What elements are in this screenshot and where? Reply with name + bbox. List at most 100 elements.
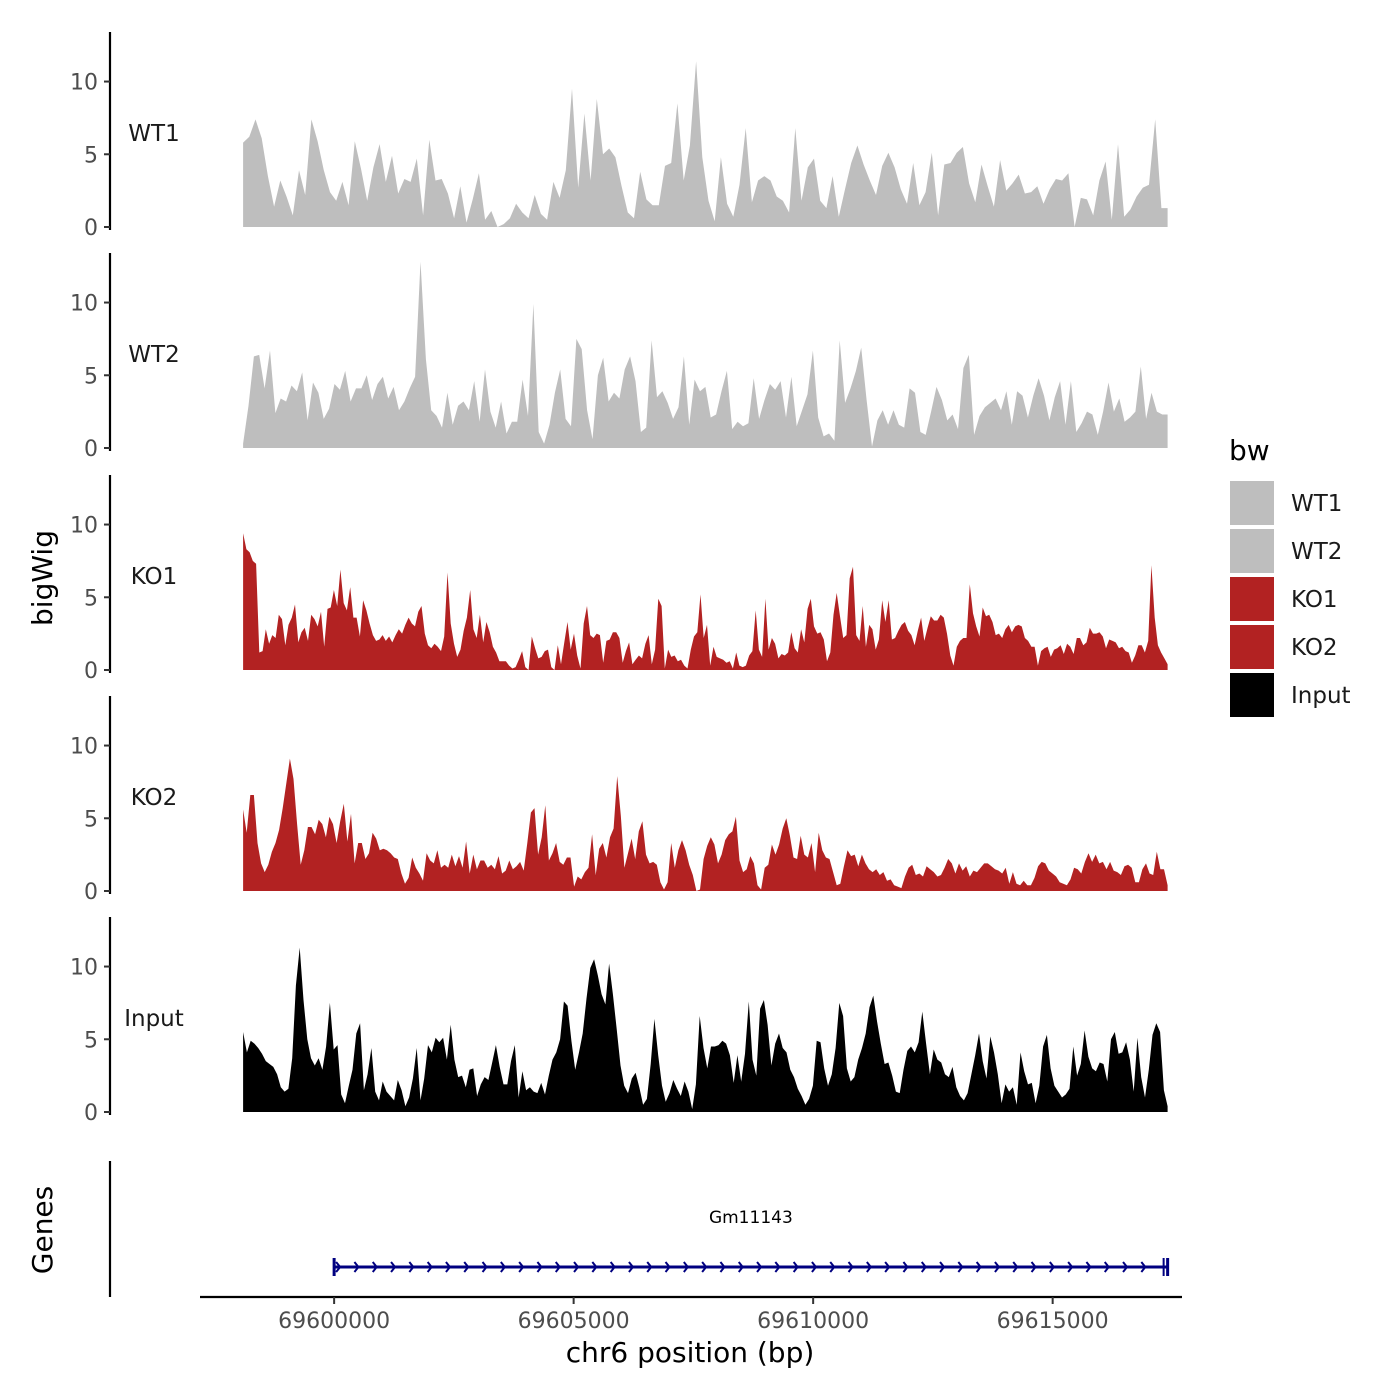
strand-arrow bbox=[1067, 1261, 1074, 1273]
strand-arrow bbox=[609, 1261, 616, 1273]
strand-arrow bbox=[994, 1261, 1001, 1273]
strand-arrow bbox=[335, 1261, 342, 1273]
legend-label-wt2: WT2 bbox=[1291, 539, 1342, 565]
strand-arrow bbox=[408, 1261, 415, 1273]
strand-arrow bbox=[683, 1261, 690, 1273]
x-tick-label: 69610000 bbox=[757, 1309, 869, 1334]
strand-arrow bbox=[1122, 1261, 1129, 1273]
legend-swatch-ko2 bbox=[1230, 625, 1274, 669]
y-tick-label: 0 bbox=[84, 216, 98, 241]
tracks-layer: 0 5 10 WT1 0 5 10 WT2 0 5 10 KO1 0 5 10 KO2 0 5 10 Input bbox=[70, 32, 1168, 1126]
genes-axis-title: Genes bbox=[26, 1186, 59, 1274]
legend-swatch-wt1 bbox=[1230, 481, 1274, 525]
track-label-ko2: KO2 bbox=[131, 785, 178, 811]
x-tick-label: 69605000 bbox=[518, 1309, 630, 1334]
track-label-wt1: WT1 bbox=[128, 121, 179, 147]
y-tick-label: 5 bbox=[84, 364, 98, 389]
legend-swatch-input bbox=[1230, 673, 1274, 717]
strand-arrow bbox=[390, 1261, 397, 1273]
strand-arrow bbox=[371, 1261, 379, 1273]
coverage-area-wt1 bbox=[243, 61, 1168, 228]
strand-arrow bbox=[701, 1261, 708, 1273]
strand-arrow bbox=[737, 1261, 745, 1273]
strand-arrow bbox=[664, 1261, 671, 1273]
strand-arrow bbox=[792, 1261, 799, 1273]
x-axis-title: chr6 position (bp) bbox=[566, 1336, 815, 1369]
legend-label-wt1: WT1 bbox=[1291, 491, 1342, 517]
strand-arrow bbox=[866, 1261, 873, 1273]
strand-arrow bbox=[1140, 1261, 1147, 1273]
strand-arrow bbox=[957, 1261, 964, 1273]
strand-arrow bbox=[536, 1261, 543, 1273]
legend-label-input: Input bbox=[1291, 683, 1351, 709]
strand-arrow bbox=[884, 1261, 891, 1273]
legend: bw WT1 WT2 KO1 KO2 Input bbox=[1229, 434, 1351, 717]
track-input: 0 5 10 Input bbox=[70, 917, 1168, 1126]
strand-arrow bbox=[774, 1261, 781, 1273]
y-tick-label: 5 bbox=[84, 143, 98, 168]
track-label-ko1: KO1 bbox=[131, 564, 178, 590]
legend-label-ko1: KO1 bbox=[1291, 587, 1338, 613]
legend-swatch-ko1 bbox=[1230, 577, 1274, 621]
strand-arrow bbox=[975, 1261, 982, 1273]
strand-arrow bbox=[829, 1261, 836, 1273]
strand-arrow bbox=[1103, 1261, 1111, 1273]
strand-arrow bbox=[719, 1261, 726, 1273]
strand-arrow bbox=[573, 1261, 580, 1273]
x-tick-label: 69615000 bbox=[997, 1309, 1109, 1334]
strand-arrow bbox=[445, 1261, 452, 1273]
y-tick-label: 0 bbox=[84, 880, 98, 905]
strand-arrow bbox=[1049, 1261, 1056, 1273]
genes-panel: Gm11143 bbox=[108, 1161, 1170, 1297]
coverage-area-ko2 bbox=[243, 758, 1168, 891]
strand-arrow bbox=[500, 1261, 507, 1273]
strand-arrow bbox=[646, 1261, 653, 1273]
x-axis: 69600000 69605000 69610000 69615000 bbox=[200, 1295, 1182, 1334]
y-tick-label: 5 bbox=[84, 807, 98, 832]
y-tick-label: 10 bbox=[70, 514, 98, 539]
strand-arrow bbox=[628, 1261, 635, 1273]
coverage-area-input bbox=[243, 947, 1168, 1112]
y-tick-label: 10 bbox=[70, 71, 98, 96]
y-tick-label: 10 bbox=[70, 735, 98, 760]
track-ko1: 0 5 10 KO1 bbox=[70, 475, 1168, 684]
strand-arrow bbox=[1085, 1261, 1092, 1273]
strand-arrow bbox=[1030, 1261, 1037, 1273]
legend-label-ko2: KO2 bbox=[1291, 635, 1338, 661]
strand-arrow bbox=[591, 1261, 598, 1273]
y-tick-label: 5 bbox=[84, 1028, 98, 1053]
strand-arrow bbox=[756, 1261, 763, 1273]
y-axis-title: bigWig bbox=[26, 530, 59, 626]
track-wt1: 0 5 10 WT1 bbox=[70, 32, 1168, 241]
strand-arrow bbox=[939, 1261, 946, 1273]
x-tick-label: 69600000 bbox=[278, 1309, 390, 1334]
y-tick-label: 0 bbox=[84, 659, 98, 684]
strand-arrow bbox=[481, 1261, 488, 1273]
coverage-area-ko1 bbox=[243, 533, 1168, 670]
track-wt2: 0 5 10 WT2 bbox=[70, 253, 1168, 462]
y-tick-label: 5 bbox=[84, 586, 98, 611]
strand-arrow bbox=[811, 1261, 818, 1273]
y-tick-label: 0 bbox=[84, 1101, 98, 1126]
strand-arrow bbox=[902, 1261, 909, 1273]
gene-gm11143: Gm11143 bbox=[332, 1208, 1170, 1276]
track-label-wt2: WT2 bbox=[128, 342, 179, 368]
y-tick-label: 10 bbox=[70, 956, 98, 981]
strand-arrow bbox=[920, 1261, 928, 1273]
strand-arrow bbox=[426, 1261, 433, 1273]
track-ko2: 0 5 10 KO2 bbox=[70, 696, 1168, 905]
strand-arrow bbox=[847, 1261, 854, 1273]
legend-title: bw bbox=[1229, 434, 1270, 467]
track-label-input: Input bbox=[124, 1006, 184, 1032]
y-tick-label: 0 bbox=[84, 437, 98, 462]
strand-arrow bbox=[1012, 1261, 1019, 1273]
strand-arrow bbox=[554, 1261, 562, 1273]
strand-arrow bbox=[463, 1261, 470, 1273]
strand-arrow bbox=[518, 1261, 525, 1273]
strand-arrow bbox=[353, 1261, 360, 1273]
coverage-area-wt2 bbox=[243, 261, 1168, 448]
legend-swatch-wt2 bbox=[1230, 529, 1274, 573]
y-tick-label: 10 bbox=[70, 292, 98, 317]
gene-label: Gm11143 bbox=[709, 1208, 793, 1228]
